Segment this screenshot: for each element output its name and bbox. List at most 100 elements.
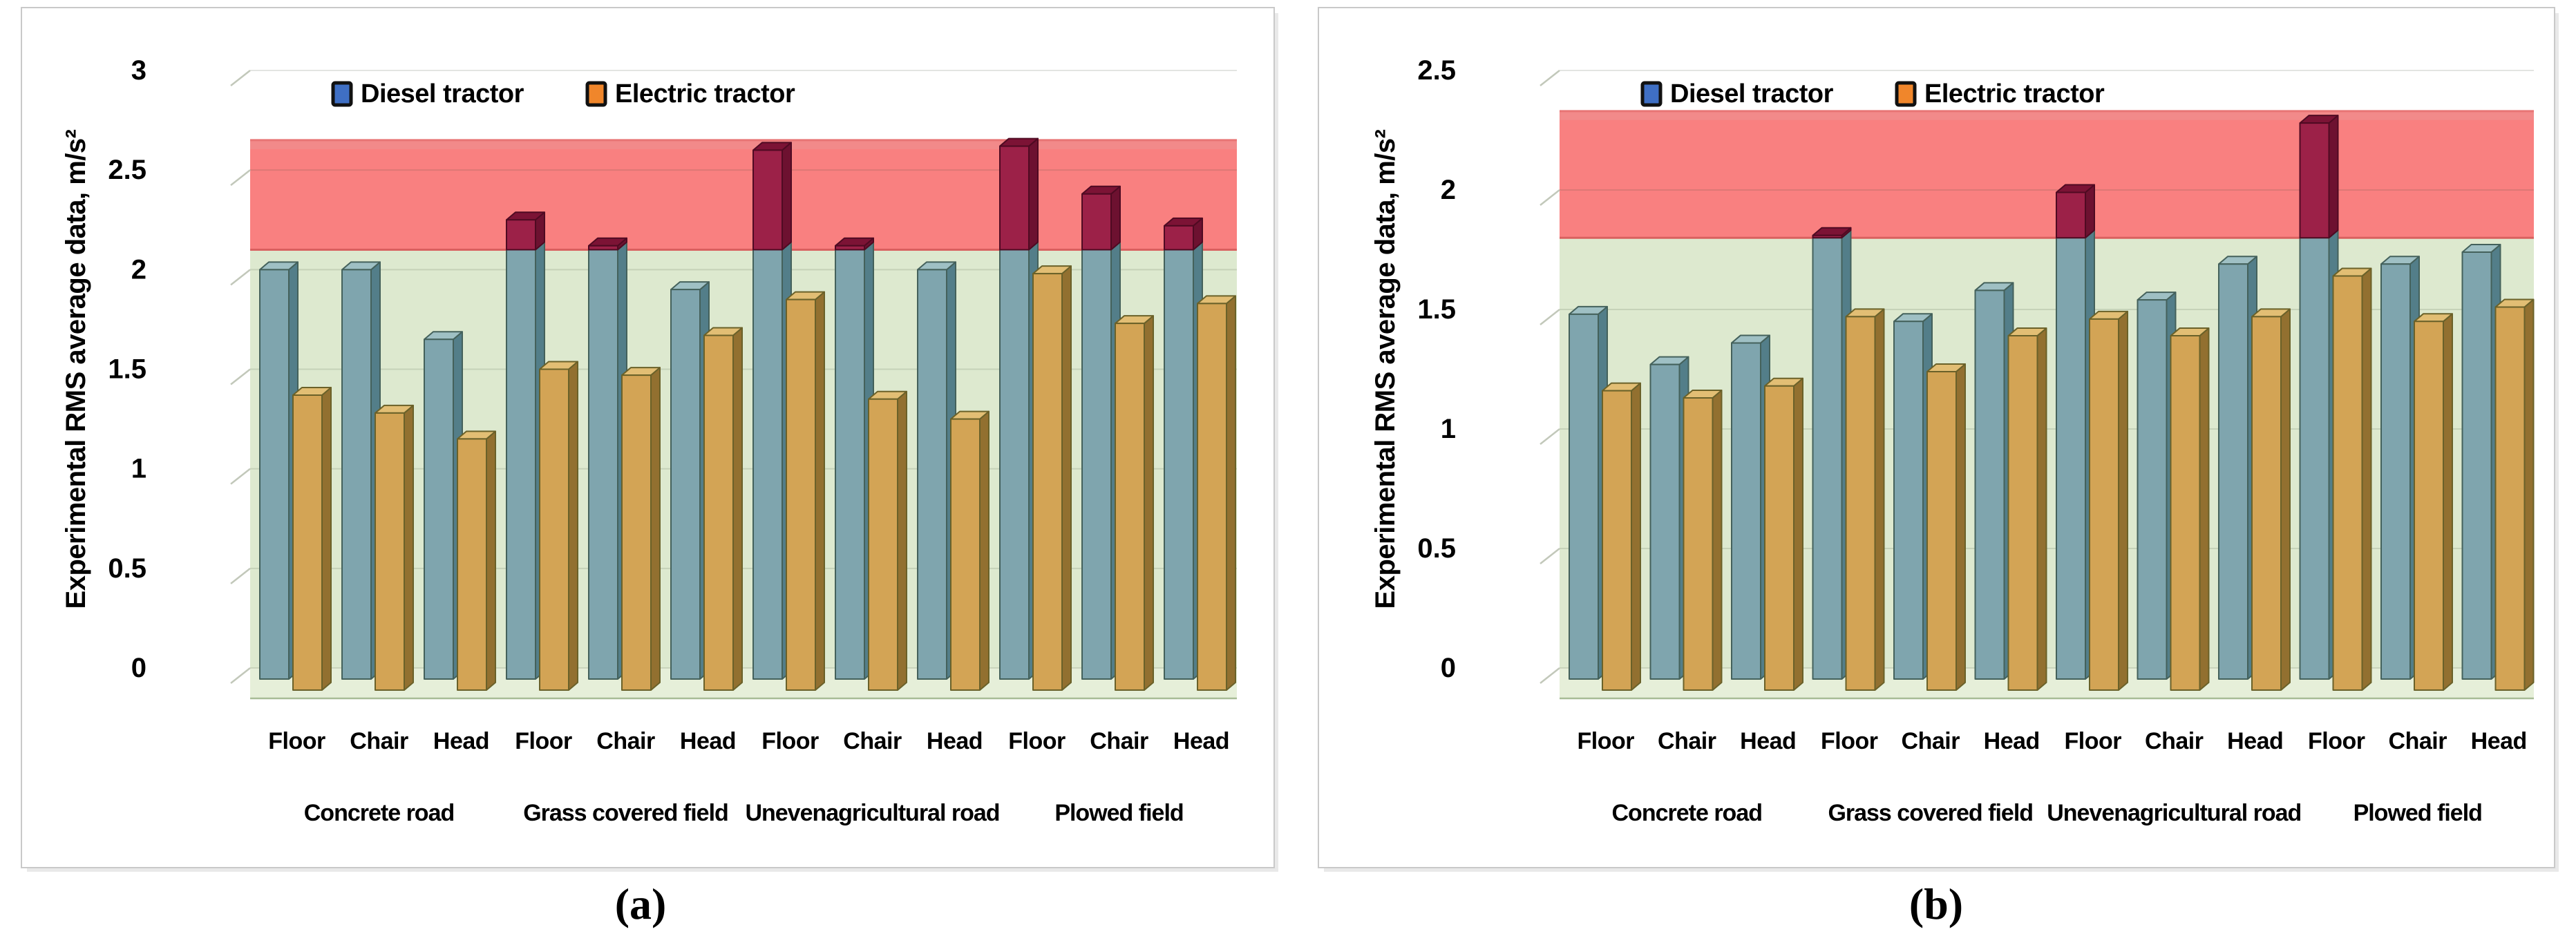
legend-swatch-diesel bbox=[1640, 81, 1663, 107]
axis-bevel-tick bbox=[1540, 548, 1560, 564]
axis-bevel-tick bbox=[1540, 70, 1560, 86]
x-category-label: Head bbox=[2227, 728, 2283, 754]
chart-b-canvas: 0 0.5 1 1.5 2 2.5 Floor Chair Head Floor Chair Head… bbox=[1370, 55, 2535, 826]
y-axis-tick-label: 0 bbox=[1441, 653, 1456, 683]
bar-diesel-front bbox=[341, 269, 372, 680]
bar-electric-side bbox=[2118, 310, 2128, 691]
axis-bevel-tick bbox=[230, 468, 251, 485]
y-axis-tick-label: 1 bbox=[131, 454, 146, 484]
x-category-label: Head bbox=[927, 728, 983, 754]
legend-label-electric: Electric tractor bbox=[615, 79, 795, 108]
legend-swatch-electric bbox=[585, 81, 607, 107]
y-axis-tick-label: 2.5 bbox=[1417, 55, 1456, 86]
axis-bevel-tick bbox=[1540, 667, 1560, 684]
bar-diesel-front bbox=[506, 249, 536, 680]
bar-diesel-front-over bbox=[1164, 225, 1194, 251]
group-label: Concrete road bbox=[304, 800, 455, 826]
axis-bevel-tick bbox=[230, 368, 251, 385]
axis-bevel-tick bbox=[1540, 428, 1560, 445]
group-label: Unevenagricultural road bbox=[2047, 800, 2301, 826]
x-category-label: Chair bbox=[1090, 728, 1148, 754]
y-axis-tick-label: 3 bbox=[131, 55, 146, 86]
x-category-label: Chair bbox=[1658, 728, 1716, 754]
chart-floor bbox=[250, 668, 1237, 698]
bar-diesel-side-over bbox=[1110, 185, 1121, 251]
legend-label-electric: Electric tractor bbox=[1924, 79, 2105, 108]
x-category-label: Chair bbox=[2389, 728, 2447, 754]
bar-diesel-front-over bbox=[835, 245, 865, 251]
bar-diesel-front bbox=[1731, 342, 1761, 680]
bar-diesel-front-over bbox=[1812, 234, 1843, 239]
bar-electric-front bbox=[1032, 273, 1063, 691]
bar-diesel-front bbox=[1974, 289, 2005, 680]
x-category-label: Floor bbox=[2308, 728, 2365, 754]
bar-electric-front bbox=[786, 298, 816, 691]
caption-b: (b) bbox=[1909, 879, 1964, 928]
x-category-label: Floor bbox=[268, 728, 325, 754]
bar-electric-front bbox=[2089, 318, 2119, 691]
bar-diesel-front bbox=[1569, 313, 1599, 680]
y-axis-tick-label: 1.5 bbox=[1417, 294, 1456, 325]
bar-electric-front bbox=[703, 334, 734, 691]
x-category-label: Floor bbox=[1008, 728, 1066, 754]
y-axis-tick-label: 2.5 bbox=[108, 155, 146, 185]
bar-diesel-front bbox=[1081, 249, 1112, 680]
x-category-label: Floor bbox=[1578, 728, 1635, 754]
y-axis-title: Experimental RMS average data, m/s² bbox=[61, 129, 91, 609]
bar-electric-side bbox=[568, 361, 578, 691]
bar-diesel-front-over bbox=[1081, 193, 1112, 251]
bar-electric-front bbox=[1764, 385, 1794, 691]
bar-diesel-front bbox=[999, 249, 1030, 680]
bar-diesel-front-over bbox=[999, 145, 1030, 251]
red-zone-band bbox=[1560, 111, 2534, 238]
bar-diesel-side-over bbox=[2085, 184, 2095, 239]
group-label: Concrete road bbox=[1612, 800, 1763, 826]
x-category-label: Head bbox=[1173, 728, 1229, 754]
bar-electric-front bbox=[1845, 316, 1876, 691]
bar-electric-side bbox=[1955, 363, 1966, 691]
axis-bevel-tick bbox=[1540, 309, 1560, 325]
group-label: Plowed field bbox=[2354, 800, 2482, 826]
legend-label-diesel: Diesel tractor bbox=[361, 79, 524, 108]
red-zone-top-bevel bbox=[1560, 111, 2534, 120]
bar-electric-side bbox=[1226, 295, 1236, 691]
bar-electric-front bbox=[457, 438, 487, 691]
bar-electric-side bbox=[2036, 327, 2047, 691]
bar-electric-side bbox=[1144, 315, 1154, 691]
bar-diesel-front bbox=[1893, 321, 1924, 680]
bar-electric-front bbox=[2007, 335, 2038, 691]
bar-electric-side bbox=[897, 390, 907, 691]
bar-diesel-front-over bbox=[588, 245, 618, 251]
bar-electric-front bbox=[2494, 306, 2526, 691]
bar-electric-front bbox=[375, 412, 405, 691]
green-zone-band bbox=[250, 249, 1237, 668]
x-category-label: Floor bbox=[515, 728, 572, 754]
chart-panel-a: 0 0.5 1 1.5 2 2.5 3 Floor Chair Head Floor Chair Hea… bbox=[21, 7, 1275, 868]
axis-bevel-tick bbox=[230, 70, 251, 86]
bar-electric-side bbox=[486, 430, 496, 691]
x-category-label: Chair bbox=[2145, 728, 2204, 754]
bar-electric-side bbox=[815, 291, 825, 691]
bar-diesel-front-over bbox=[2299, 122, 2330, 239]
bar-diesel-front bbox=[1164, 249, 1194, 680]
y-axis-tick-label: 2 bbox=[1441, 175, 1456, 205]
group-label: Unevenagricultural road bbox=[745, 800, 999, 826]
bar-diesel-front bbox=[2137, 299, 2168, 680]
caption-a: (a) bbox=[614, 879, 667, 928]
y-axis-tick-label: 0.5 bbox=[108, 553, 146, 584]
bar-diesel-front bbox=[670, 289, 701, 680]
bar-diesel-front bbox=[588, 249, 618, 680]
y-axis-tick-label: 0 bbox=[131, 653, 146, 683]
bar-diesel-side-over bbox=[1028, 137, 1039, 251]
bar-electric-side bbox=[404, 404, 414, 691]
bar-diesel-front bbox=[917, 269, 947, 680]
x-category-label: Head bbox=[1740, 728, 1796, 754]
chart-panel-b: 0 0.5 1 1.5 2 2.5 Floor Chair Head Floor Chair Head… bbox=[1318, 7, 2555, 868]
y-axis-tick-label: 0.5 bbox=[1417, 533, 1456, 564]
y-axis-tick-label: 1 bbox=[1441, 414, 1456, 444]
legend-swatch-diesel bbox=[331, 81, 353, 107]
x-category-label: Head bbox=[680, 728, 736, 754]
bar-diesel-side-over bbox=[2328, 115, 2339, 239]
x-category-label: Head bbox=[2471, 728, 2527, 754]
axis-bevel-tick bbox=[230, 169, 251, 187]
